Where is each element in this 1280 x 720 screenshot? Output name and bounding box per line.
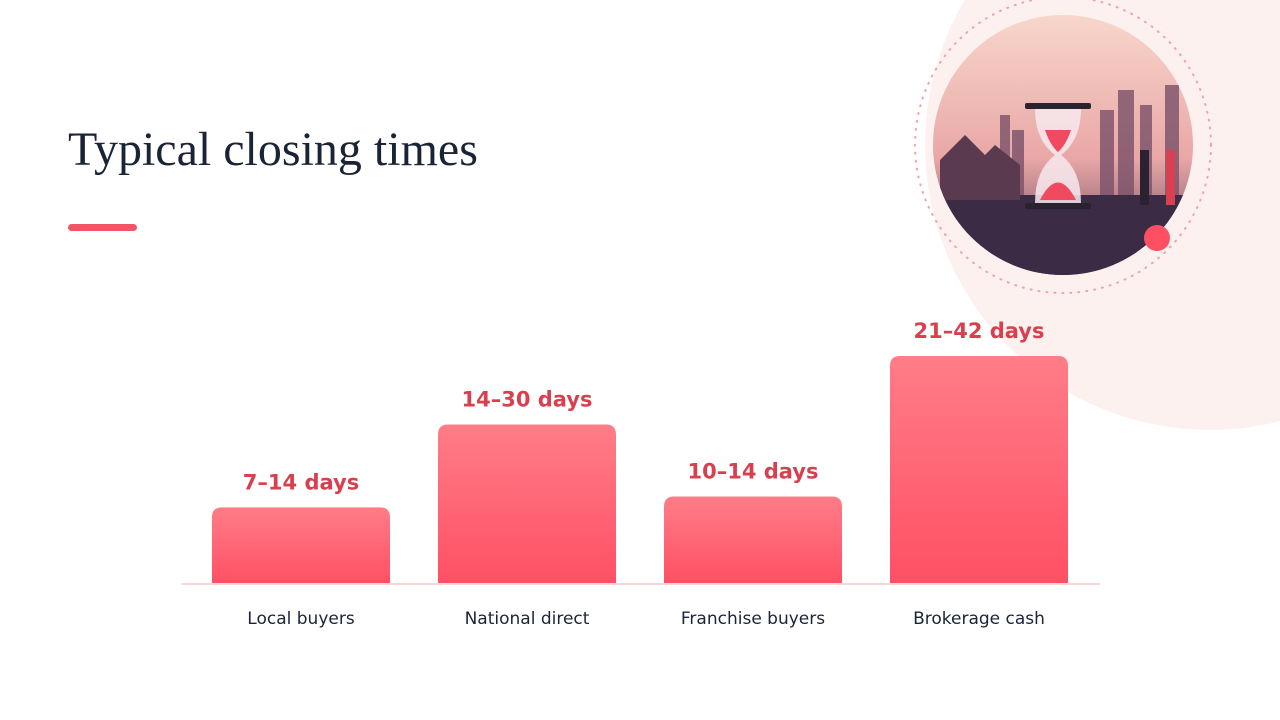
bar [438, 424, 616, 583]
bar [212, 507, 390, 583]
category-label: Local buyers [247, 609, 355, 629]
dotted-ring [914, 0, 1212, 294]
bar [890, 356, 1068, 583]
value-label: 14–30 days [461, 387, 592, 411]
category-label: Brokerage cash [913, 609, 1045, 629]
value-label: 10–14 days [687, 460, 818, 484]
title-underline [68, 224, 137, 231]
bar [664, 496, 842, 583]
slide-title: Typical closing times [68, 123, 478, 176]
value-label: 7–14 days [243, 470, 359, 494]
value-label: 21–42 days [913, 319, 1044, 343]
category-label: Franchise buyers [681, 609, 825, 629]
category-label: National direct [465, 609, 590, 629]
accent-dot [1144, 225, 1170, 251]
bar-chart: 7–14 days Local buyers 14–30 days National … [212, 319, 1068, 629]
